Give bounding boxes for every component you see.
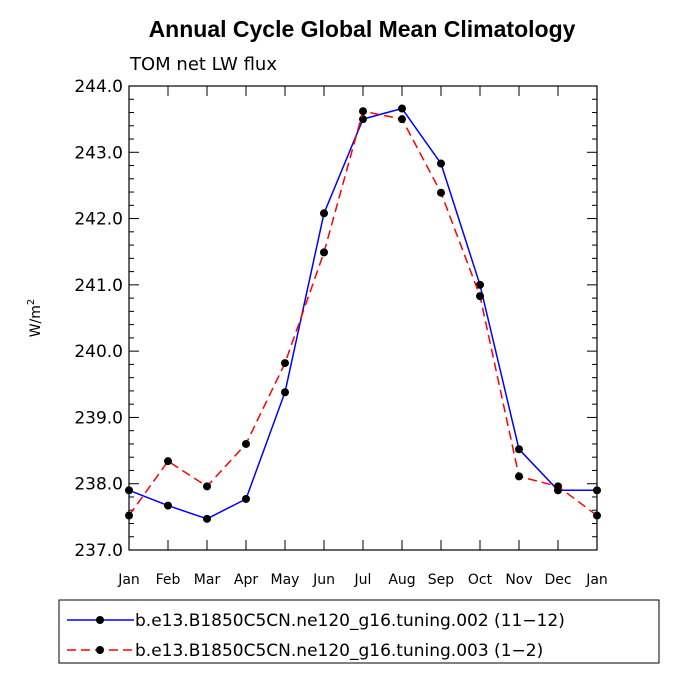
series-1-point xyxy=(359,115,367,124)
y-tick-label: 239.0 xyxy=(74,408,123,428)
series-2-point xyxy=(515,472,523,481)
series-line-1 xyxy=(128,107,597,520)
svg-text:W/m2: W/m2 xyxy=(26,299,44,338)
legend-label-2: b.e13.B1850C5CN.ne120_g16.tuning.003 (1−… xyxy=(135,641,543,661)
series-2-point xyxy=(359,107,367,116)
series-2-point xyxy=(476,292,484,301)
series-1-point xyxy=(398,104,406,113)
series-1-point xyxy=(437,159,445,168)
series-2-point xyxy=(437,188,445,197)
series-1-point xyxy=(203,514,211,523)
series-2-point xyxy=(398,115,406,124)
legend-label-1: b.e13.B1850C5CN.ne120_g16.tuning.002 (11… xyxy=(135,611,565,631)
y-axis-label: W/m2 xyxy=(26,299,44,338)
y-tick-label: 242.0 xyxy=(74,210,123,230)
plot-frame xyxy=(128,85,598,551)
x-tick-label: Jan xyxy=(585,572,608,588)
series-2-point xyxy=(203,482,211,491)
y-tick-label: 240.0 xyxy=(74,342,123,362)
y-tick-label: 244.0 xyxy=(74,77,123,97)
x-tick-label: Nov xyxy=(505,572,532,588)
series-layer xyxy=(125,104,601,523)
y-axis-label-superscript: 2 xyxy=(26,299,37,305)
series-line-2 xyxy=(128,110,598,517)
x-tick-label: Dec xyxy=(544,572,571,588)
series-1-point xyxy=(281,388,289,397)
x-tick-label: Jun xyxy=(312,572,335,588)
x-tick-label: Apr xyxy=(234,572,258,588)
y-axis-label-text: W/m xyxy=(28,305,44,337)
series-1-point xyxy=(515,445,523,454)
x-tick-label: Feb xyxy=(156,572,181,588)
series-1-point xyxy=(320,209,328,218)
series-2-point xyxy=(281,359,289,368)
series-2-point xyxy=(554,482,562,491)
series-1-point xyxy=(476,280,484,289)
x-tick-label: Sep xyxy=(428,572,455,588)
series-2-point xyxy=(320,248,328,257)
x-tick-labels: Jan Feb Mar Apr May Jun Jul Aug Sep Oct Nov Dec Jan xyxy=(117,572,608,588)
legend-box xyxy=(58,599,660,664)
x-tick-label: Oct xyxy=(468,572,493,588)
x-tick-label: Aug xyxy=(388,572,415,588)
y-tick-labels: 237.0 238.0 239.0 240.0 241.0 242.0 243.0 244.0 xyxy=(74,77,123,561)
series-1-point xyxy=(242,494,250,503)
y-tick-label: 238.0 xyxy=(74,475,123,495)
series-2-point xyxy=(242,439,250,448)
x-tick-label: Jan xyxy=(117,572,140,588)
y-tick-label: 237.0 xyxy=(74,541,123,561)
x-tick-label: May xyxy=(271,572,300,588)
chart-subtitle: TOM net LW flux xyxy=(129,54,277,75)
legend-marker-1 xyxy=(96,616,104,624)
y-tick-label: 241.0 xyxy=(74,276,123,296)
x-tick-label: Mar xyxy=(194,572,221,588)
legend-marker-2 xyxy=(96,646,104,654)
series-1-point xyxy=(164,501,172,510)
series-2-point xyxy=(164,457,172,466)
chart-title: Annual Cycle Global Mean Climatology xyxy=(149,16,576,42)
y-tick-label: 243.0 xyxy=(74,143,123,163)
legend: b.e13.B1850C5CN.ne120_g16.tuning.002 (11… xyxy=(58,599,660,664)
tick-marks xyxy=(128,85,598,551)
x-tick-label: Jul xyxy=(354,572,372,588)
